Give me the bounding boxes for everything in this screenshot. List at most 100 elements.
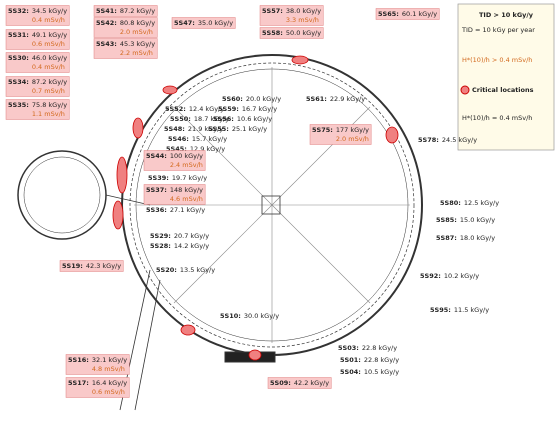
tid-value: 13.5 kGy/y: [180, 266, 215, 274]
location-id: 5S43:: [96, 40, 117, 48]
location-label: 5S37:148 kGy/y4.6 mSv/h: [144, 185, 205, 205]
location-id: 5S57:: [262, 7, 283, 15]
location-label: 5S48:21.9 kGy/y: [164, 125, 223, 133]
tid-value: 87.2 kGy/y: [32, 78, 67, 86]
location-label: 5S59:16.7 kGy/y: [218, 105, 277, 113]
tid-value: 21.9 kGy/y: [188, 125, 223, 133]
tid-value: 45.3 kGy/y: [120, 40, 155, 48]
location-id: 5S37:: [146, 186, 167, 194]
location-id: 5S92:: [420, 272, 441, 280]
legend-title: TID > 10 kGy/y: [479, 11, 534, 19]
location-id: 5S87:: [436, 234, 457, 242]
dose-value: 2.2 mSv/h: [120, 49, 153, 57]
location-id: 5S65:: [378, 10, 399, 18]
tid-value: 16.7 kGy/y: [242, 105, 277, 113]
location-label: 5S80:12.5 kGy/y: [440, 199, 499, 207]
location-id: 5S04:: [340, 368, 361, 376]
tid-value: 20.7 kGy/y: [174, 232, 209, 240]
location-id: 5S78:: [418, 136, 439, 144]
location-id: 5S80:: [440, 199, 461, 207]
tid-value: 42.2 kGy/y: [294, 379, 329, 387]
tid-value: 14.2 kGy/y: [174, 242, 209, 250]
location-id: 5S44:: [146, 152, 167, 160]
tid-value: 30.0 kGy/y: [244, 312, 279, 320]
location-id: 5S10:: [220, 312, 241, 320]
location-id: 5S39:: [148, 174, 169, 182]
tid-value: 27.1 kGy/y: [170, 206, 205, 214]
tid-value: 49.1 kGy/y: [32, 31, 67, 39]
tid-value: 100 kGy/y: [170, 152, 203, 160]
tid-value: 12.4 kGy/y: [189, 105, 224, 113]
location-id: 5S42:: [96, 19, 117, 27]
location-label: 5S92:10.2 kGy/y: [420, 272, 479, 280]
location-label: 5S17:16.4 kGy/y0.6 mSv/h: [66, 378, 129, 398]
location-id: 5S16:: [68, 356, 89, 364]
location-label: 5S46:15.7 kGy/y: [168, 135, 227, 143]
tid-value: 35.0 kGy/y: [198, 19, 233, 27]
tid-value: 15.7 kGy/y: [192, 135, 227, 143]
location-label: 5S16:32.1 kGy/y4.8 mSv/h: [66, 355, 129, 375]
dose-value: 2.0 mSv/h: [120, 28, 153, 36]
location-label: 5S09:42.2 kGy/y: [268, 378, 331, 389]
tid-value: 22.8 kGy/y: [364, 356, 399, 364]
tid-value: 12.5 kGy/y: [464, 199, 499, 207]
dose-value: 0.7 mSv/h: [32, 87, 65, 95]
location-id: 5S01:: [340, 356, 361, 364]
location-label: 5S35:75.8 kGy/y1.1 mSv/h: [6, 100, 69, 120]
location-label: 5S60:20.0 kGy/y: [222, 95, 281, 103]
dose-value: 1.1 mSv/h: [32, 110, 65, 118]
location-label: 5S03:22.8 kGy/y: [338, 344, 397, 352]
location-id: 5S75:: [312, 126, 333, 134]
location-label: 5S01:22.8 kGy/y: [340, 356, 399, 364]
location-label: 5S41:87.2 kGy/y: [94, 6, 157, 17]
location-id: 5S20:: [156, 266, 177, 274]
dose-value: 0.4 mSv/h: [32, 63, 65, 71]
location-id: 5S03:: [338, 344, 359, 352]
location-label: 5S44:100 kGy/y2.4 mSv/h: [144, 151, 205, 171]
location-label: 5S95:11.5 kGy/y: [430, 306, 489, 314]
location-id: 5S95:: [430, 306, 451, 314]
radiation-map: TID > 10 kGy/y TID = 10 kGy per year H*(…: [0, 0, 557, 428]
location-id: 5S17:: [68, 379, 89, 387]
location-id: 5S32:: [8, 7, 29, 15]
location-label: 5S20:13.5 kGy/y: [156, 266, 215, 274]
dose-value: 2.0 mSv/h: [336, 135, 369, 143]
location-label: 5S34:87.2 kGy/y0.7 mSv/h: [6, 77, 69, 97]
location-id: 5S31:: [8, 31, 29, 39]
tid-value: 24.5 kGy/y: [442, 136, 477, 144]
location-id: 5S58:: [262, 29, 283, 37]
location-label: 5S19:42.3 kGy/y: [60, 261, 123, 272]
location-id: 5S09:: [270, 379, 291, 387]
location-id: 5S60:: [222, 95, 243, 103]
tid-value: 22.9 kGy/y: [330, 95, 365, 103]
location-label: 5S61:22.9 kGy/y: [306, 95, 365, 103]
tid-value: 15.0 kGy/y: [460, 216, 495, 224]
location-label: 5S43:45.3 kGy/y2.2 mSv/h: [94, 39, 157, 59]
tid-value: 18.7 kGy/y: [194, 115, 229, 123]
dose-value: 0.6 mSv/h: [92, 388, 125, 396]
tid-value: 10.2 kGy/y: [444, 272, 479, 280]
location-label: 5S31:49.1 kGy/y0.6 mSv/h: [6, 30, 69, 50]
tid-value: 34.5 kGy/y: [32, 7, 67, 15]
location-label: 5S04:10.5 kGy/y: [340, 368, 399, 376]
tid-value: 60.1 kGy/y: [402, 10, 437, 18]
location-id: 5S47:: [174, 19, 195, 27]
location-label: 5S39:19.7 kGy/y: [148, 174, 207, 182]
location-label: 5S42:80.8 kGy/y2.0 mSv/h: [94, 18, 157, 38]
legend: TID > 10 kGy/y TID = 10 kGy per year H*(…: [458, 4, 554, 150]
tid-value: 177 kGy/y: [336, 126, 369, 134]
location-id: 5S35:: [8, 101, 29, 109]
location-id: 5S46:: [168, 135, 189, 143]
dose-value: 3.3 mSv/h: [286, 16, 319, 24]
tid-value: 22.8 kGy/y: [362, 344, 397, 352]
location-id: 5S41:: [96, 7, 117, 15]
tid-value: 32.1 kGy/y: [92, 356, 127, 364]
tid-value: 46.0 kGy/y: [32, 54, 67, 62]
tid-value: 16.4 kGy/y: [92, 379, 127, 387]
dose-value: 0.6 mSv/h: [32, 40, 65, 48]
dose-value: 4.6 mSv/h: [170, 195, 203, 203]
location-label: 5S85:15.0 kGy/y: [436, 216, 495, 224]
location-label: 5S58:50.0 kGy/y: [260, 28, 323, 39]
location-label: 5S28:14.2 kGy/y: [150, 242, 209, 250]
